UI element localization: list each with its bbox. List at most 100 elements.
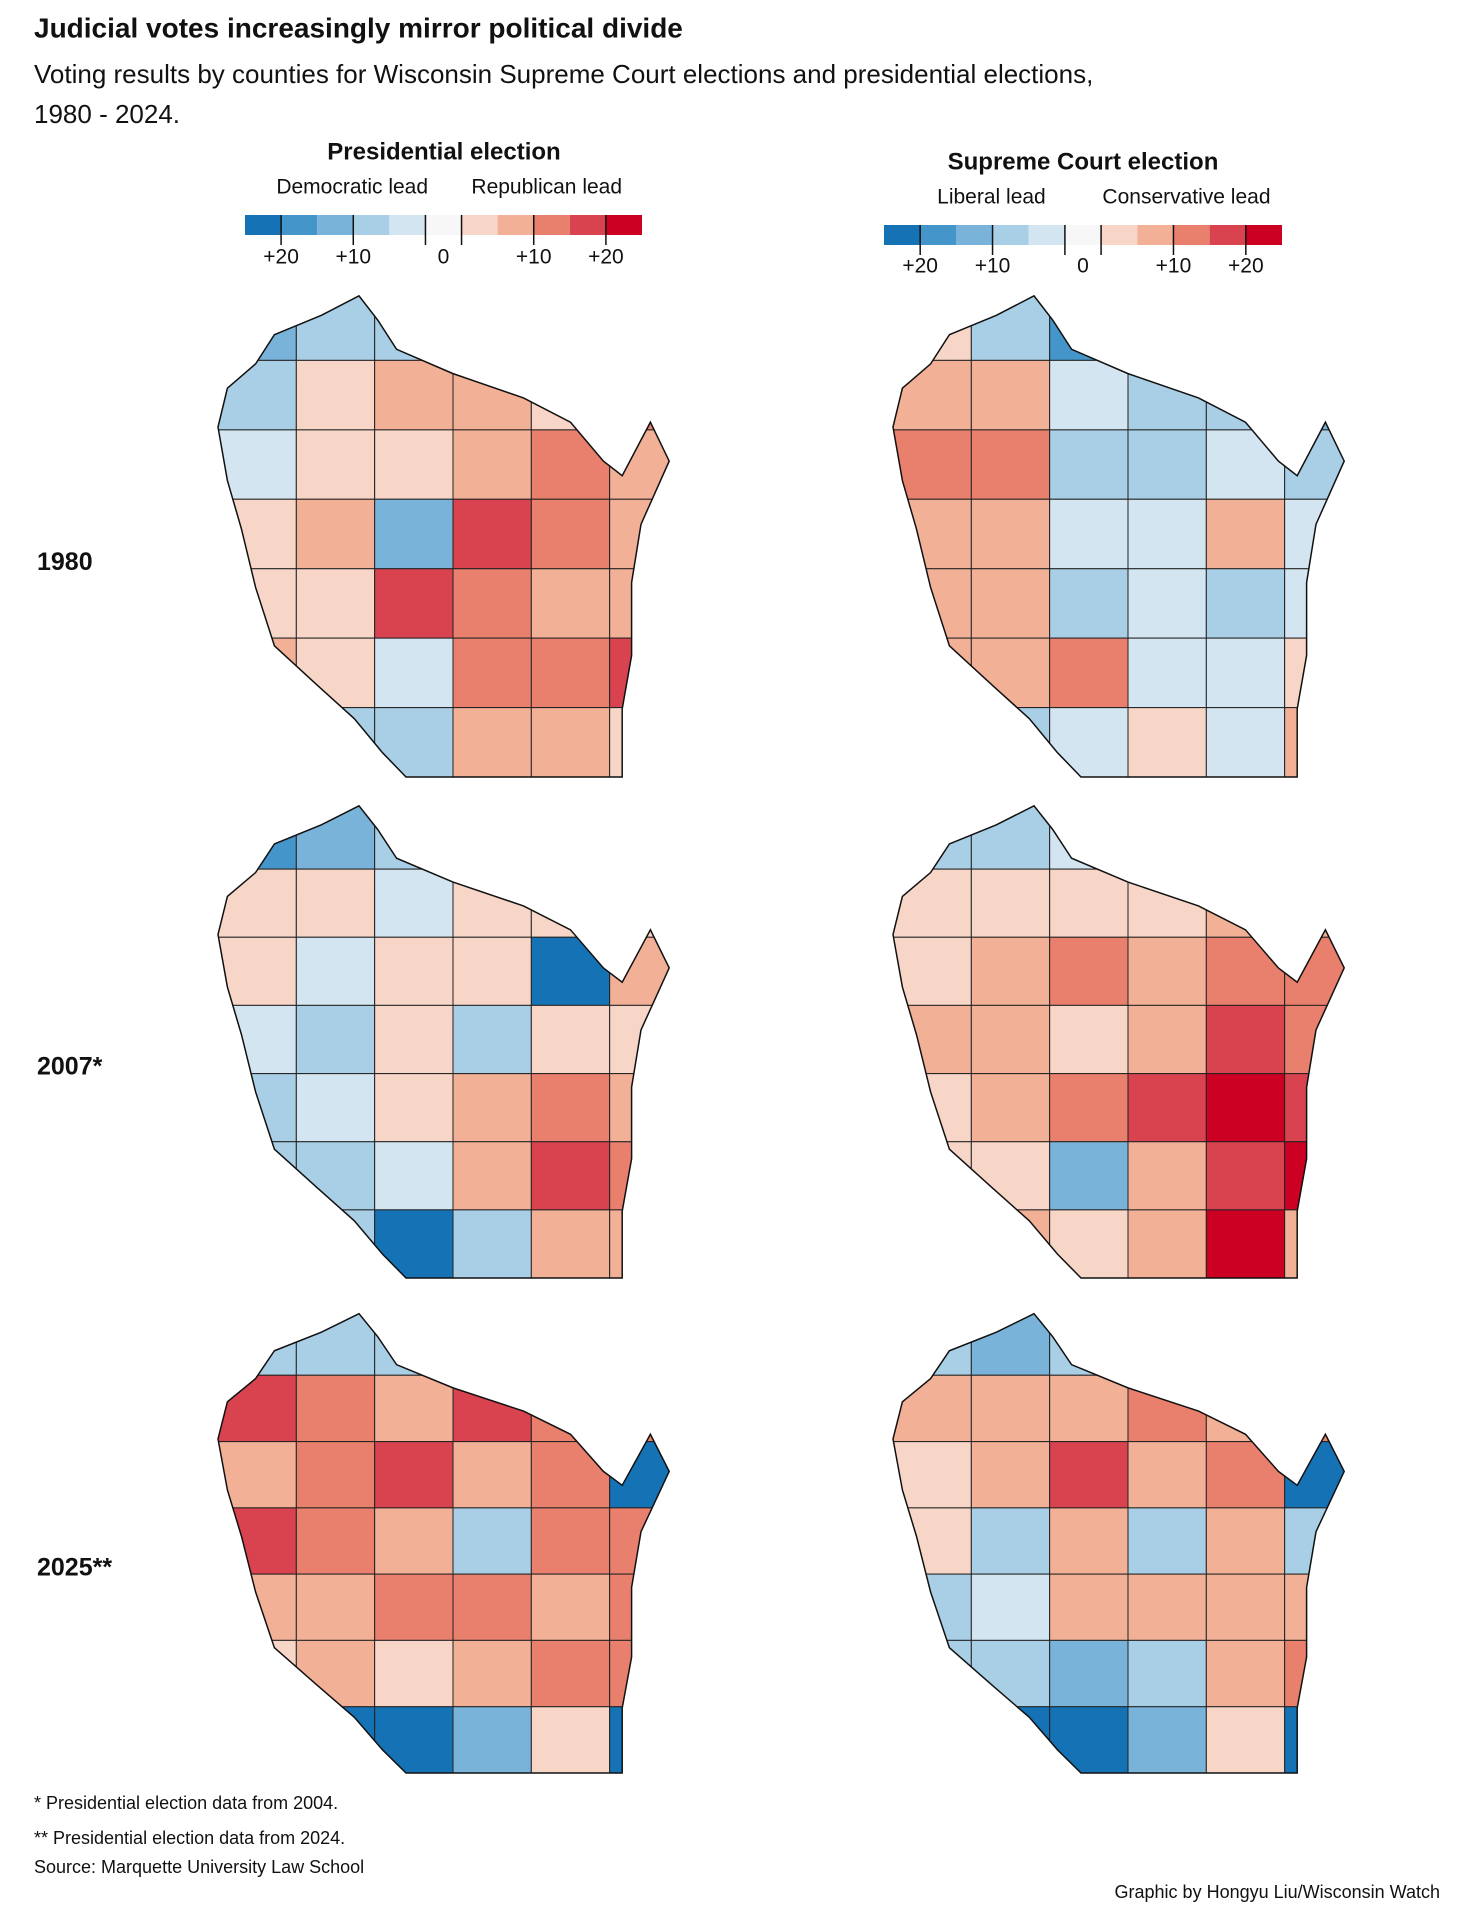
county [1285, 295, 1345, 360]
counties [893, 805, 1345, 1278]
county [1206, 805, 1284, 869]
county-map [218, 801, 688, 1278]
county [1206, 869, 1284, 937]
tick-label: +20 [588, 246, 624, 269]
county [375, 1508, 453, 1574]
county [893, 1210, 971, 1278]
county [531, 360, 609, 429]
county [453, 869, 531, 937]
county [218, 430, 296, 499]
county [375, 1074, 453, 1142]
county [610, 708, 670, 778]
county [610, 869, 670, 937]
county [531, 1210, 609, 1278]
county [296, 1005, 374, 1073]
legend-swatch [497, 215, 534, 235]
county-map [218, 1309, 688, 1773]
county [1285, 1375, 1345, 1441]
county [1050, 638, 1128, 707]
county [971, 569, 1049, 638]
county [218, 499, 296, 568]
legend-swatch [245, 215, 282, 235]
county [610, 430, 670, 499]
county [1050, 295, 1128, 360]
county [531, 1375, 609, 1441]
tick-label: +10 [975, 255, 1011, 278]
county [971, 360, 1049, 429]
legend-title: Presidential election [327, 138, 560, 165]
footnote: ** Presidential election data from 2024. [34, 1828, 345, 1848]
county [893, 1640, 971, 1706]
county [971, 1210, 1049, 1278]
county [1050, 1442, 1128, 1508]
county [610, 569, 670, 638]
county [218, 1707, 296, 1773]
county [1206, 1707, 1284, 1773]
county [971, 1508, 1049, 1574]
state-outline [218, 806, 669, 1278]
county [1128, 499, 1206, 568]
county [1285, 1574, 1345, 1640]
county [375, 295, 453, 360]
county [1206, 1142, 1284, 1210]
footnote: * Presidential election data from 2004. [34, 1793, 338, 1813]
county [375, 869, 453, 937]
county [1128, 1005, 1206, 1073]
county [1128, 869, 1206, 937]
county [531, 1074, 609, 1142]
legend-swatch [1137, 225, 1174, 245]
county [531, 1574, 609, 1640]
legend-swatch [605, 215, 642, 235]
legend-swatch [1173, 225, 1210, 245]
county [375, 708, 453, 778]
county [1285, 1210, 1345, 1278]
county [971, 1142, 1049, 1210]
county [893, 805, 971, 869]
county [453, 1142, 531, 1210]
county [1128, 1142, 1206, 1210]
county [1050, 1142, 1128, 1210]
county [453, 430, 531, 499]
county [375, 638, 453, 707]
county [375, 1142, 453, 1210]
county [971, 1574, 1049, 1640]
county [1285, 869, 1345, 937]
county [1285, 1313, 1345, 1375]
county [453, 1005, 531, 1073]
county [610, 1005, 670, 1073]
county [1128, 1640, 1206, 1706]
county [1050, 708, 1128, 778]
county [375, 430, 453, 499]
county [453, 638, 531, 707]
county [1285, 360, 1345, 429]
county [296, 1442, 374, 1508]
county-map [893, 291, 1363, 777]
county [893, 1005, 971, 1073]
county [375, 1707, 453, 1773]
county [1206, 638, 1284, 707]
county [971, 499, 1049, 568]
legend-swatch [884, 225, 921, 245]
county [893, 1574, 971, 1640]
county [1050, 1640, 1128, 1706]
county [375, 360, 453, 429]
county [971, 937, 1049, 1005]
county [453, 1574, 531, 1640]
county [1128, 360, 1206, 429]
county [531, 1707, 609, 1773]
legend-swatch [461, 215, 498, 235]
counties [893, 1313, 1345, 1773]
county [1206, 430, 1284, 499]
county [1050, 937, 1128, 1005]
county [1128, 708, 1206, 778]
county [1206, 1442, 1284, 1508]
county [893, 360, 971, 429]
county [453, 360, 531, 429]
county [1128, 1442, 1206, 1508]
county [375, 499, 453, 568]
county [893, 569, 971, 638]
county [893, 1707, 971, 1773]
county [453, 1640, 531, 1706]
county [610, 1707, 670, 1773]
county [610, 1142, 670, 1210]
